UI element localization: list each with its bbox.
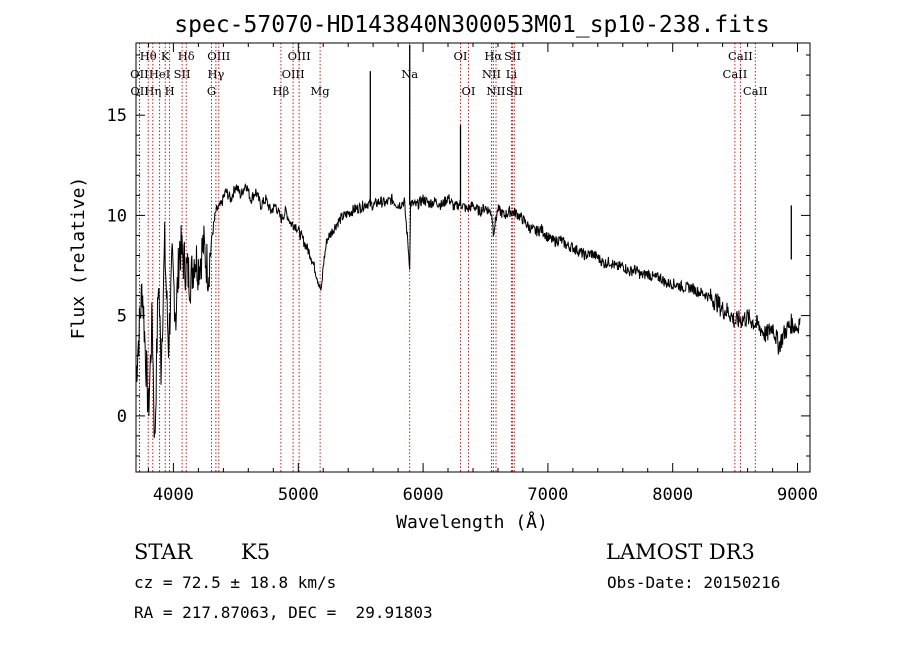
line-marker-label: Mg xyxy=(311,84,331,98)
line-marker-label: Hθ xyxy=(140,49,157,63)
x-tick-label: 8000 xyxy=(652,485,693,505)
x-tick-label: 9000 xyxy=(777,485,818,505)
line-marker-label: CaII xyxy=(728,49,753,63)
line-marker-label: K xyxy=(161,49,170,63)
line-marker-label: Hβ xyxy=(273,84,290,98)
y-tick-label: 0 xyxy=(117,407,127,427)
y-tick-label: 15 xyxy=(107,106,127,126)
x-axis: 4000 5000 6000 7000 8000 9000 xyxy=(148,43,818,505)
line-marker-label: SII xyxy=(174,67,191,81)
x-axis-label: Wavelength (Å) xyxy=(396,511,548,533)
line-marker-label: OIII xyxy=(282,67,305,81)
line-marker-label: OII xyxy=(130,67,149,81)
ra-dec: RA = 217.87063, DEC = 29.91803 xyxy=(134,603,433,622)
spectrum-line xyxy=(135,183,801,438)
line-marker-label: Hδ xyxy=(178,49,195,63)
line-marker-label: OI xyxy=(454,49,468,63)
obs-date: Obs-Date: 20150216 xyxy=(607,573,781,592)
line-marker-label: CaII xyxy=(723,67,748,81)
line-marker-label: NII xyxy=(482,67,501,81)
line-marker-label: OIII xyxy=(288,49,311,63)
line-marker-label: G xyxy=(207,84,216,98)
y-axis-label: Flux (relative) xyxy=(68,177,89,340)
chart-title: spec-57070-HD143840N300053M01_sp10-238.f… xyxy=(174,12,769,38)
line-marker-label: OII xyxy=(130,84,149,98)
spectrum-series xyxy=(135,45,801,438)
y-tick-label: 5 xyxy=(117,307,127,327)
object-subclass: K5 xyxy=(241,540,271,564)
redshift-cz: cz = 72.5 ± 18.8 km/s xyxy=(134,573,337,592)
line-marker-label: SII xyxy=(504,49,521,63)
line-marker-label: Hγ xyxy=(207,67,224,81)
line-marker-label: HeI xyxy=(149,67,170,81)
y-tick-label: 10 xyxy=(107,206,127,226)
x-tick-label: 7000 xyxy=(527,485,568,505)
line-marker-label: NII xyxy=(486,84,505,98)
x-tick-label: 4000 xyxy=(153,485,194,505)
x-tick-label: 6000 xyxy=(403,485,444,505)
line-marker-label: Hα xyxy=(484,49,502,63)
x-tick-label: 5000 xyxy=(278,485,319,505)
line-marker-label: H xyxy=(165,84,175,98)
marker-lines xyxy=(138,43,756,472)
survey-name: LAMOST DR3 xyxy=(606,540,755,564)
object-class: STAR xyxy=(134,540,193,564)
y-axis: 0 5 10 15 xyxy=(107,54,810,457)
line-marker-label: OIII xyxy=(207,49,230,63)
plot-frame xyxy=(135,42,811,473)
line-marker-label: OI xyxy=(462,84,476,98)
line-marker-label: Hη xyxy=(144,84,161,98)
line-marker-label: SII xyxy=(506,84,523,98)
line-marker-label: Li xyxy=(506,67,518,81)
line-marker-label: CaII xyxy=(743,84,768,98)
